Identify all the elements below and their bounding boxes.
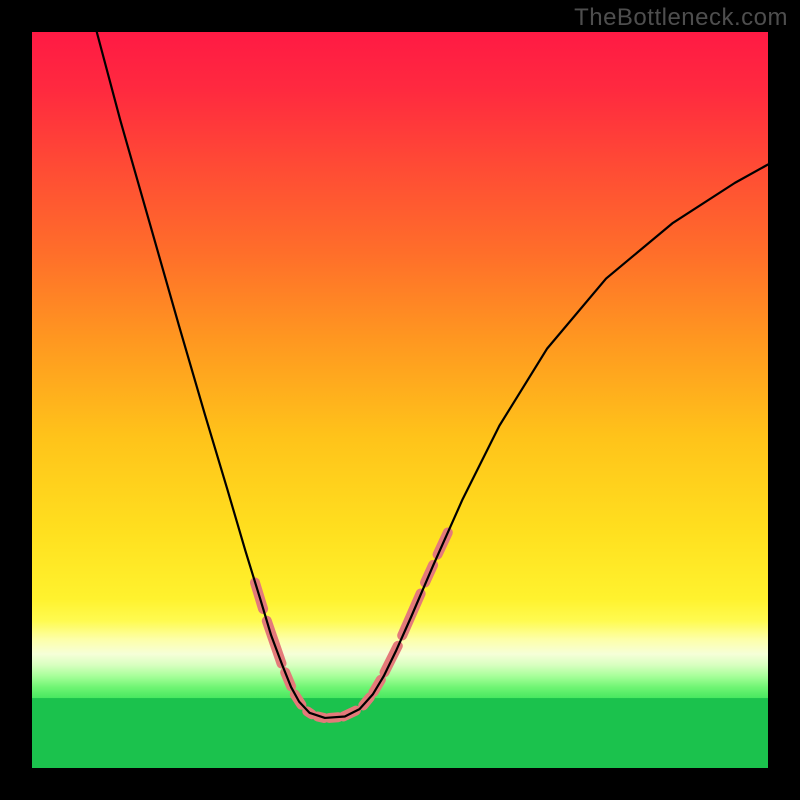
highlight-segment <box>267 621 282 664</box>
highlight-segment <box>385 646 398 673</box>
highlight-segment <box>295 694 302 704</box>
highlight-segment <box>438 532 448 554</box>
highlight-segment <box>363 697 370 705</box>
highlight-segment <box>307 711 311 714</box>
plot-area <box>32 32 768 768</box>
outer-background <box>0 0 800 800</box>
highlight-segment <box>329 717 338 718</box>
chart-stage: TheBottleneck.com <box>0 0 800 800</box>
watermark-text: TheBottleneck.com <box>574 4 788 32</box>
bottom-green-band <box>32 698 768 768</box>
highlight-segment <box>318 716 325 717</box>
bottleneck-curve <box>97 32 768 718</box>
highlight-segment <box>374 680 381 693</box>
highlight-segment <box>285 672 291 686</box>
highlight-segments <box>255 532 448 717</box>
highlight-segment <box>425 565 433 583</box>
highlight-segment <box>343 711 356 717</box>
chart-svg <box>0 0 800 800</box>
highlight-segment <box>402 594 420 636</box>
highlight-segment <box>255 583 263 609</box>
